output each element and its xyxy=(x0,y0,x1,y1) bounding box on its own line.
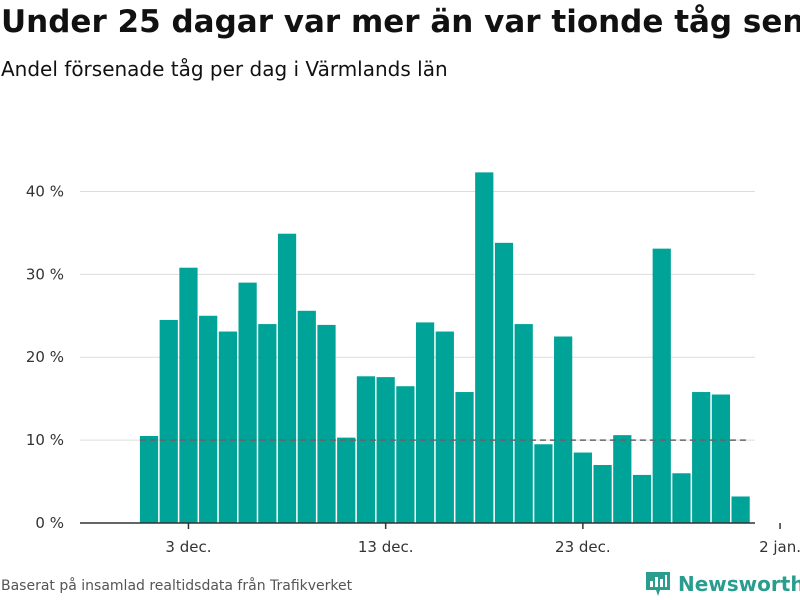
bar[interactable] xyxy=(139,435,159,523)
bar[interactable] xyxy=(238,282,257,523)
bar[interactable] xyxy=(652,248,671,523)
bar[interactable] xyxy=(258,324,277,523)
bar[interactable] xyxy=(218,331,238,523)
bar[interactable] xyxy=(692,392,711,523)
bar[interactable] xyxy=(475,172,494,523)
bar[interactable] xyxy=(613,435,632,523)
bar[interactable] xyxy=(179,267,198,523)
bar[interactable] xyxy=(593,464,612,523)
y-tick-label: 30 % xyxy=(26,265,64,283)
x-tick-label: 23 dec. xyxy=(555,538,611,556)
y-tick-label: 10 % xyxy=(26,431,64,449)
bar[interactable] xyxy=(415,322,435,523)
source-note: Baserat på insamlad realtidsdata från Tr… xyxy=(1,578,353,594)
bar[interactable] xyxy=(711,394,731,523)
brand-logo[interactable]: Newsworthy xyxy=(644,568,800,600)
bar[interactable] xyxy=(159,319,178,523)
chart-logo-icon xyxy=(646,572,670,596)
bar[interactable] xyxy=(534,444,553,523)
bar[interactable] xyxy=(396,386,415,523)
bar[interactable] xyxy=(435,331,454,523)
y-axis-tick-labels: 0 % 10 % 20 % 30 % 40 % xyxy=(26,182,64,532)
y-tick-label: 0 % xyxy=(35,514,64,532)
bar[interactable] xyxy=(199,315,218,523)
brand-name: Newsworthy xyxy=(678,572,800,596)
bar[interactable] xyxy=(632,474,652,523)
bar[interactable] xyxy=(455,392,474,523)
y-tick-label: 40 % xyxy=(26,182,64,200)
x-axis-tick-labels: 3 dec. 13 dec. 23 dec. 2 jan. xyxy=(165,523,800,556)
x-tick-label: 3 dec. xyxy=(165,538,211,556)
bar[interactable] xyxy=(277,233,297,523)
bar[interactable] xyxy=(573,452,592,523)
bar[interactable] xyxy=(317,324,336,523)
y-tick-label: 20 % xyxy=(26,348,64,366)
bar[interactable] xyxy=(297,310,316,523)
chart-subtitle: Andel försenade tåg per dag i Värmlands … xyxy=(1,57,448,81)
bar[interactable] xyxy=(356,376,376,523)
bar-series xyxy=(139,172,750,524)
bar[interactable] xyxy=(514,324,533,523)
bar[interactable] xyxy=(554,336,573,524)
chart-title: Under 25 dagar var mer än var tionde tåg… xyxy=(1,4,800,40)
x-tick-label: 13 dec. xyxy=(358,538,414,556)
bar[interactable] xyxy=(376,377,395,523)
bar[interactable] xyxy=(494,242,514,523)
x-tick-label: 2 jan. xyxy=(759,538,800,556)
bar[interactable] xyxy=(672,473,691,523)
bar[interactable] xyxy=(731,496,750,523)
bar[interactable] xyxy=(337,437,356,523)
